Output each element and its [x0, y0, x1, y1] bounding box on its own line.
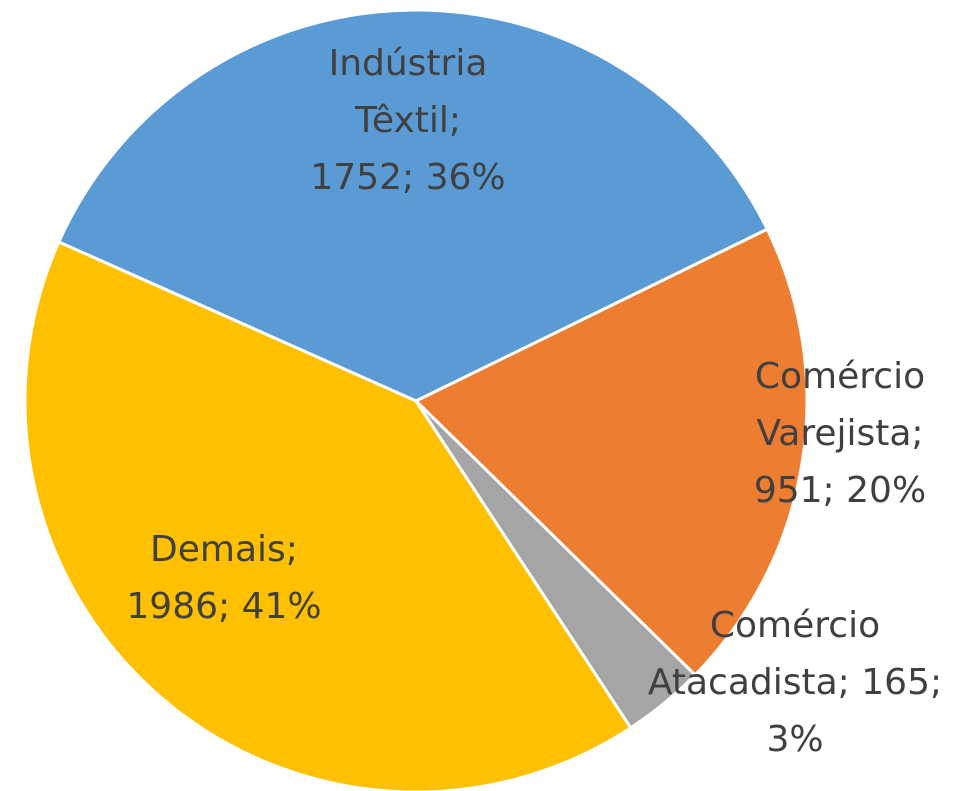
pie-slice: [23, 239, 633, 791]
data-label: Comércio Varejista; 951; 20%: [754, 356, 926, 511]
data-label: Demais; 1986; 41%: [126, 529, 321, 627]
pie-slice: [56, 8, 770, 403]
pie-slice: [413, 227, 809, 678]
data-label-line: Demais;: [150, 529, 298, 570]
data-label-line: Varejista;: [756, 413, 923, 454]
data-label-line: Comércio: [755, 356, 925, 397]
data-label-line: 1752; 36%: [310, 157, 505, 198]
data-label-line: Têxtil;: [354, 100, 461, 141]
data-label: Indústria Têxtil; 1752; 36%: [310, 43, 505, 198]
data-label-line: Indústria: [329, 43, 488, 84]
data-label-line: Comércio: [710, 605, 880, 646]
data-label-line: Atacadista; 165;: [648, 662, 942, 703]
data-label-line: 951; 20%: [754, 470, 926, 511]
data-label-line: 1986; 41%: [126, 586, 321, 627]
data-label: Comércio Atacadista; 165; 3%: [648, 605, 942, 760]
data-label-line: 3%: [766, 719, 823, 760]
